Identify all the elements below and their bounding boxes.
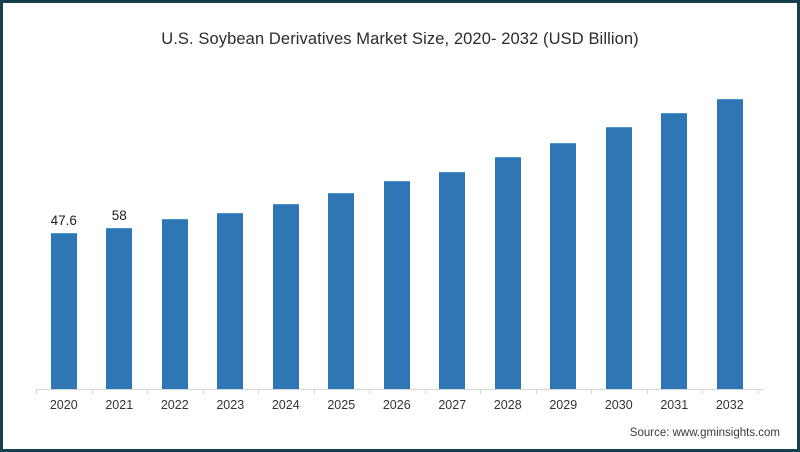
x-tick-2022 xyxy=(147,389,148,394)
bar-rect-2024 xyxy=(272,204,299,389)
x-tick-2031 xyxy=(646,389,648,394)
x-axis-label-2024: 2024 xyxy=(271,398,300,412)
x-axis-label-2031: 2031 xyxy=(660,398,689,412)
source-note: Source: www.gminsights.com xyxy=(629,427,780,439)
bar-2021: 58 xyxy=(92,62,148,389)
x-tick-2029 xyxy=(535,389,537,394)
x-tick-2027 xyxy=(424,389,426,394)
bar-rect-2021 xyxy=(106,228,133,389)
bar-rect-2020 xyxy=(50,233,77,389)
x-tick-2032 xyxy=(702,389,703,394)
bar-value-label-2021: 58 xyxy=(111,208,127,223)
bar-2026 xyxy=(369,62,425,389)
x-axis-label-2029: 2029 xyxy=(549,398,578,412)
bar-rect-2032 xyxy=(716,99,743,389)
x-tick-2020 xyxy=(36,389,37,394)
x-axis-label-2021: 2021 xyxy=(105,398,134,412)
x-axis-label-2032: 2032 xyxy=(715,398,744,412)
x-axis-line xyxy=(36,389,764,390)
bar-2024 xyxy=(258,62,314,389)
bar-2025 xyxy=(314,62,370,389)
bar-2031 xyxy=(647,62,703,389)
chart-canvas: U.S. Soybean Derivatives Market Size, 20… xyxy=(3,3,797,449)
bar-2020: 47.6 xyxy=(36,62,92,389)
x-axis-label-2025: 2025 xyxy=(327,398,356,412)
x-axis-label-2030: 2030 xyxy=(604,398,633,412)
bar-2030 xyxy=(591,62,647,389)
x-axis-label-2028: 2028 xyxy=(493,398,522,412)
x-tick-2021 xyxy=(91,389,93,394)
x-axis-label-2026: 2026 xyxy=(382,398,411,412)
bar-2029 xyxy=(536,62,592,389)
bar-rect-2028 xyxy=(494,157,521,389)
bar-2028 xyxy=(480,62,536,389)
bar-2023 xyxy=(203,62,259,389)
bar-value-label-2020: 47.6 xyxy=(50,213,77,228)
x-tick-2026 xyxy=(369,389,370,394)
bar-rect-2022 xyxy=(161,219,188,389)
x-axis-label-2023: 2023 xyxy=(216,398,245,412)
x-tick-2025 xyxy=(313,389,315,394)
bar-2027 xyxy=(425,62,481,389)
bar-rect-2027 xyxy=(439,172,466,389)
bar-rect-2031 xyxy=(661,113,688,389)
x-axis-label-2027: 2027 xyxy=(438,398,467,412)
x-axis-label-2020: 2020 xyxy=(49,398,78,412)
x-tick-end xyxy=(757,389,759,394)
bar-rect-2029 xyxy=(550,143,577,389)
bar-rect-2025 xyxy=(328,193,355,389)
bar-rect-2030 xyxy=(605,127,632,389)
bar-rect-2023 xyxy=(217,213,244,389)
x-tick-2028 xyxy=(480,389,481,394)
bar-2032 xyxy=(702,62,758,389)
x-tick-2024 xyxy=(258,389,259,394)
bar-2022 xyxy=(147,62,203,389)
x-axis-label-2022: 2022 xyxy=(160,398,189,412)
chart-title: U.S. Soybean Derivatives Market Size, 20… xyxy=(161,30,639,48)
x-tick-2023 xyxy=(202,389,204,394)
bar-rect-2026 xyxy=(383,181,410,389)
x-tick-2030 xyxy=(591,389,592,394)
